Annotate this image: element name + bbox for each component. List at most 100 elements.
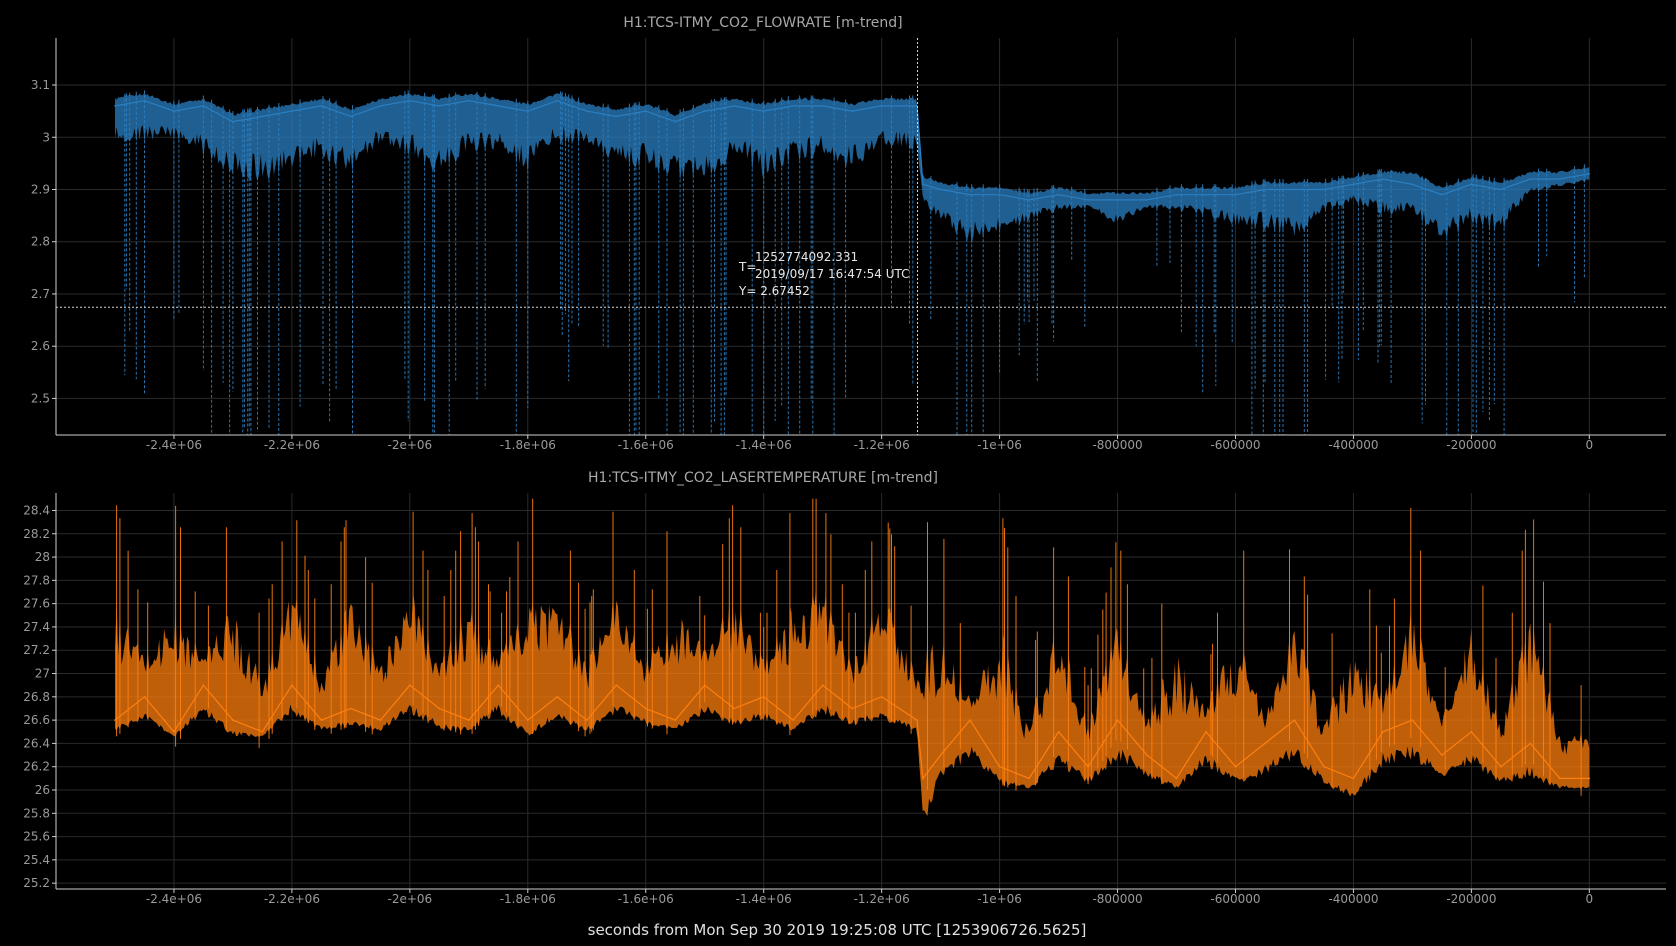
lasertemperature-data-point	[1264, 742, 1266, 745]
lasertemperature-series-line	[114, 684, 1590, 780]
flowrate-data-point	[998, 193, 1001, 196]
flowrate-data-point	[792, 105, 794, 107]
flowrate-data-point	[703, 110, 706, 112]
lasertemperature-data-point	[1293, 719, 1296, 721]
lasertemperature-x-tick-label: -2.2e+06	[264, 892, 320, 906]
lasertemperature-data-point	[527, 719, 529, 721]
flowrate-data-point	[291, 110, 293, 112]
lasertemperature-y-tick-label: 27.8	[23, 573, 50, 587]
flowrate-chart[interactable]: H1:TCS-ITMY_CO2_FLOWRATE [m-trend] T=125…	[31, 15, 1666, 452]
flowrate-data-point	[1057, 193, 1060, 196]
flowrate-data-point	[261, 115, 264, 118]
lasertemperature-y-tick-label: 27.2	[23, 643, 50, 657]
lasertemperature-x-tick-label: -1.2e+06	[854, 892, 910, 906]
flowrate-y-tick-label: 3	[42, 130, 50, 144]
lasertemperature-data-point	[1146, 754, 1148, 756]
lasertemperature-y-tick-label: 25.4	[23, 853, 50, 867]
flowrate-y-tick-label: 3.1	[31, 78, 50, 92]
lasertemperature-data-point	[261, 731, 264, 733]
flowrate-x-tick-label: -2.2e+06	[264, 438, 320, 452]
flowrate-data-point	[1500, 188, 1502, 191]
lasertemperature-data-point	[733, 707, 735, 710]
lasertemperature-data-point	[998, 765, 1001, 768]
flowrate-y-tick-label: 2.9	[31, 182, 50, 196]
flowrate-series-envelope	[115, 92, 1590, 245]
flowrate-data-point	[644, 110, 647, 112]
lasertemperature-data-point	[939, 754, 942, 756]
lasertemperature-data-point	[851, 707, 853, 710]
lasertemperature-data-point	[350, 707, 352, 710]
flowrate-data-point	[1264, 188, 1266, 191]
flowrate-x-tick-label: 0	[1586, 438, 1594, 452]
flowrate-x-tick-label: -1e+06	[977, 438, 1022, 452]
lasertemperature-data-point	[1057, 731, 1060, 733]
lasertemperature-y-tick-label: 28.4	[23, 503, 50, 517]
flowrate-data-point	[1205, 193, 1207, 196]
lasertemperature-data-point	[1116, 719, 1119, 721]
lasertemperature-y-tick-label: 28	[35, 550, 50, 564]
lasertemperature-data-point	[556, 696, 559, 698]
cursor-t-label: T=	[738, 260, 756, 274]
lasertemperature-data-point	[1441, 754, 1443, 756]
lasertemperature-x-tick-label: -1.4e+06	[736, 892, 792, 906]
lasertemperature-x-tick-label: -200000	[1446, 892, 1496, 906]
flowrate-data-point	[762, 110, 765, 112]
flowrate-data-point	[232, 120, 234, 123]
cursor-t-utc: 2019/09/17 16:47:54 UTC	[755, 267, 909, 281]
lasertemperature-chart-title: H1:TCS-ITMY_CO2_LASERTEMPERATURE [m-tren…	[588, 470, 938, 486]
lasertemperature-data-point	[1500, 765, 1502, 768]
flowrate-data-point	[1411, 183, 1414, 186]
flowrate-data-point	[615, 115, 618, 118]
flowrate-x-tick-label: -1.6e+06	[618, 438, 674, 452]
flowrate-data-point	[114, 105, 116, 107]
flowrate-data-point	[1470, 183, 1473, 186]
flowrate-x-tick-label: -200000	[1446, 438, 1496, 452]
lasertemperature-chart[interactable]: H1:TCS-ITMY_CO2_LASERTEMPERATURE [m-tren…	[23, 470, 1666, 906]
lasertemperature-data-point	[291, 684, 293, 686]
lasertemperature-data-point	[644, 707, 647, 710]
lasertemperature-data-point	[792, 719, 794, 721]
flowrate-data-point	[438, 105, 441, 107]
lasertemperature-data-point	[1382, 731, 1384, 733]
lasertemperature-series-envelope	[115, 587, 1590, 816]
lasertemperature-y-tick-label: 26.2	[23, 760, 50, 774]
flowrate-data-point	[556, 99, 559, 102]
lasertemperature-x-tick-label: -1.8e+06	[500, 892, 556, 906]
flowrate-data-point	[1382, 178, 1384, 180]
lasertemperature-data-point	[1411, 719, 1414, 721]
lasertemperature-data-point	[497, 684, 500, 686]
flowrate-data-point	[379, 105, 382, 107]
lasertemperature-data-point	[1588, 777, 1591, 780]
lasertemperature-data-point	[922, 777, 924, 780]
lasertemperature-y-tick-label: 26.4	[23, 736, 50, 750]
lasertemperature-data-point	[438, 707, 441, 710]
lasertemperature-data-point	[468, 719, 470, 721]
flowrate-data-point	[851, 110, 853, 112]
lasertemperature-data-point	[1028, 777, 1030, 780]
lasertemperature-y-tick-label: 25.6	[23, 830, 50, 844]
flowrate-x-tick-label: -2e+06	[388, 438, 433, 452]
lasertemperature-data-point	[880, 696, 883, 698]
flowrate-data-point	[1323, 188, 1325, 191]
lasertemperature-data-point	[1323, 765, 1325, 768]
flowrate-y-tick-label: 2.5	[31, 391, 50, 405]
lasertemperature-data-point	[1529, 742, 1532, 745]
flowrate-data-point	[497, 105, 500, 107]
x-axis-label: seconds from Mon Sep 30 2019 19:25:08 UT…	[588, 921, 1087, 939]
flowrate-x-tick-label: -2.4e+06	[146, 438, 202, 452]
lasertemperature-y-tick-label: 26.6	[23, 713, 50, 727]
lasertemperature-data-point	[320, 719, 323, 721]
flowrate-data-point	[674, 120, 676, 123]
lasertemperature-data-point	[143, 696, 146, 698]
lasertemperature-x-tick-label: -800000	[1092, 892, 1142, 906]
lasertemperature-y-tick-label: 25.2	[23, 876, 50, 890]
lasertemperature-x-tick-label: -400000	[1328, 892, 1378, 906]
lasertemperature-data-point	[202, 684, 205, 686]
flowrate-data-point	[939, 188, 942, 191]
flowrate-data-point	[733, 105, 735, 107]
flowrate-data-point	[527, 110, 529, 112]
flowrate-x-tick-label: -1.2e+06	[854, 438, 910, 452]
lasertemperature-x-tick-label: -2.4e+06	[146, 892, 202, 906]
lasertemperature-data-point	[674, 719, 676, 721]
flowrate-data-point	[1087, 199, 1089, 201]
